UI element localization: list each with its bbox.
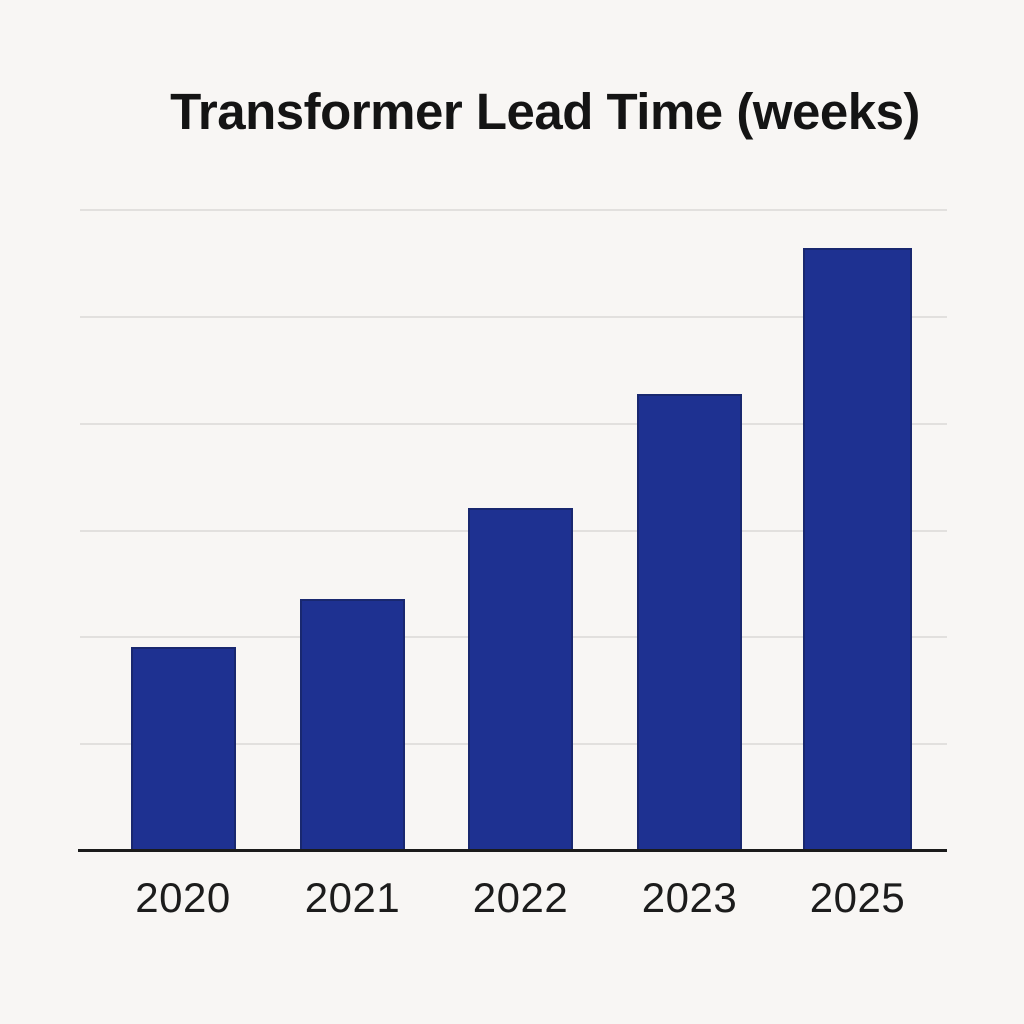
bar-2025: [803, 248, 912, 851]
x-tick-label-2025: 2025: [809, 874, 906, 921]
gridline: [80, 315, 947, 318]
bar-2023: [637, 393, 742, 851]
bar-2021: [300, 598, 405, 851]
x-tick-label-2021: 2021: [304, 874, 401, 921]
x-tick-label-2023: 2023: [641, 874, 738, 921]
gridline: [80, 422, 947, 425]
bar-2022: [468, 508, 573, 851]
x-tick-label-2020: 2020: [135, 874, 231, 921]
gridline: [80, 209, 947, 211]
bar-2020: [130, 646, 236, 851]
x-axis-line: [78, 849, 947, 852]
chart-title: Transformer Lead Time (weeks): [170, 83, 920, 140]
x-tick-label-2022: 2022: [472, 874, 569, 921]
